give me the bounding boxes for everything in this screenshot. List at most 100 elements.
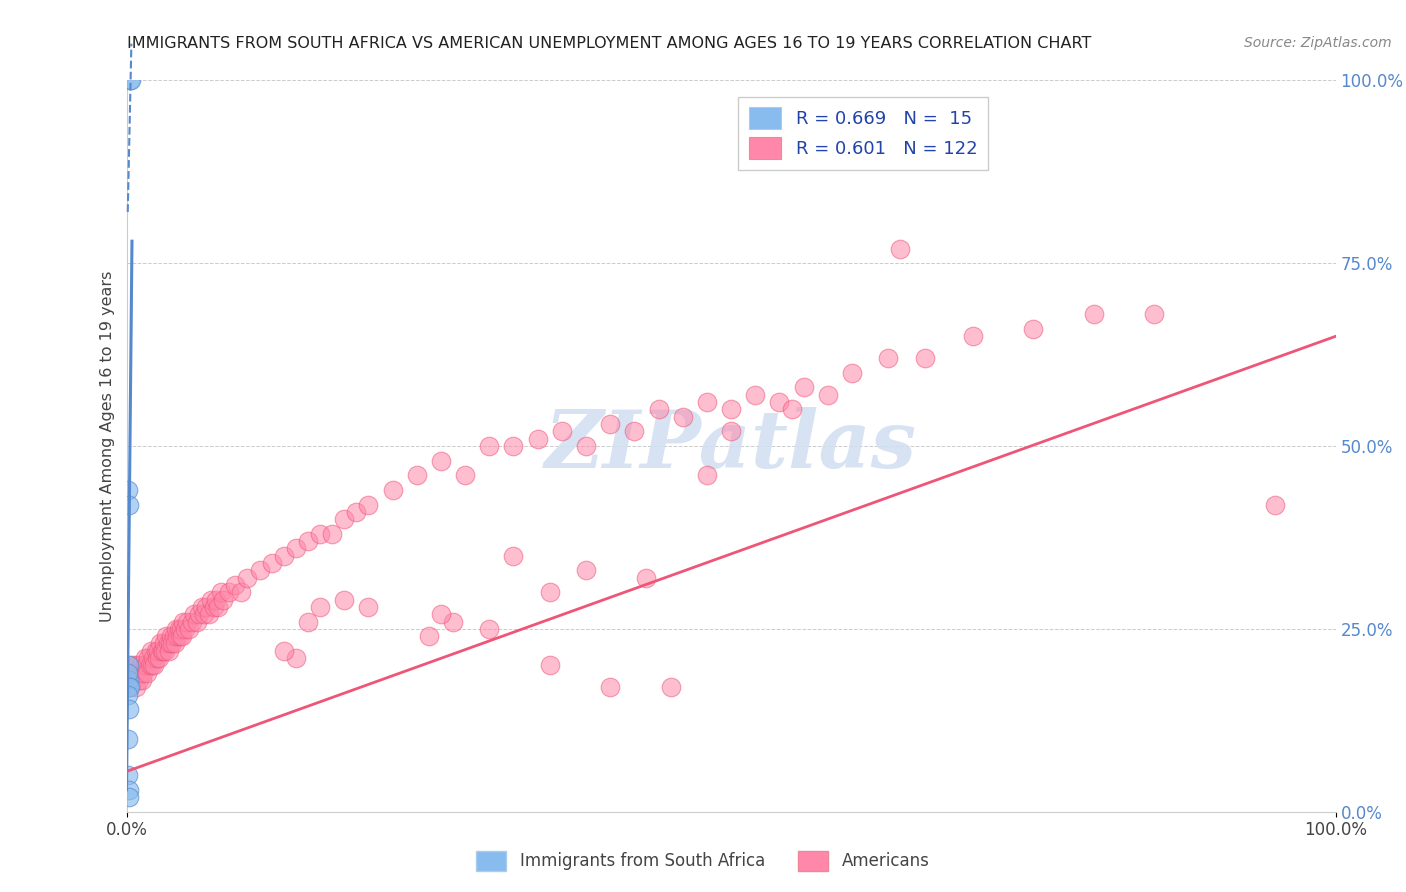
Point (163, 636, 186, 650)
Point (155, 629, 177, 643)
Point (720, 425, 742, 439)
Point (249, 563, 271, 577)
Point (120, 73, 142, 87)
Point (121, 658, 143, 673)
Point (284, 651, 307, 665)
Point (125, 681, 148, 695)
Point (599, 417, 621, 431)
Point (357, 498, 380, 512)
Point (659, 681, 682, 695)
Point (381, 483, 404, 497)
Point (502, 549, 524, 563)
Point (418, 629, 440, 643)
Point (152, 644, 174, 658)
Point (139, 644, 162, 658)
Legend: R = 0.669   N =  15, R = 0.601   N = 122: R = 0.669 N = 15, R = 0.601 N = 122 (738, 96, 988, 169)
Point (454, 468, 477, 483)
Point (186, 615, 208, 629)
Point (193, 607, 215, 622)
Point (118, 681, 141, 695)
Point (202, 599, 225, 614)
Y-axis label: Unemployment Among Ages 16 to 19 years: Unemployment Among Ages 16 to 19 years (100, 270, 115, 622)
Point (526, 432, 548, 446)
Point (309, 526, 332, 541)
Text: Source: ZipAtlas.com: Source: ZipAtlas.com (1244, 36, 1392, 50)
Point (128, 673, 150, 687)
Point (134, 651, 156, 665)
Point (142, 651, 165, 665)
Point (136, 651, 159, 665)
Point (118, 673, 141, 687)
Point (297, 615, 319, 629)
Point (173, 622, 195, 636)
Point (672, 409, 695, 424)
Point (117, 483, 139, 497)
Point (122, 673, 145, 687)
Point (200, 592, 222, 607)
Point (132, 665, 155, 680)
Point (273, 549, 295, 563)
Point (127, 658, 149, 673)
Point (623, 425, 645, 439)
Point (120, 73, 142, 87)
Point (141, 658, 163, 673)
Point (131, 673, 153, 687)
Point (793, 380, 815, 394)
Point (212, 592, 235, 607)
Point (124, 665, 146, 680)
Point (575, 563, 598, 577)
Point (117, 688, 139, 702)
Point (209, 585, 232, 599)
Point (538, 658, 561, 673)
Point (118, 790, 141, 805)
Point (636, 571, 658, 585)
Point (768, 395, 790, 409)
Point (236, 571, 259, 585)
Point (224, 578, 246, 592)
Point (117, 665, 139, 680)
Point (344, 505, 367, 519)
Point (117, 731, 139, 746)
Point (1022, 322, 1045, 336)
Point (599, 681, 621, 695)
Point (120, 681, 142, 695)
Point (118, 702, 141, 716)
Point (155, 644, 177, 658)
Point (135, 658, 157, 673)
Point (478, 439, 501, 453)
Point (129, 658, 152, 673)
Point (176, 615, 198, 629)
Point (128, 665, 150, 680)
Point (357, 599, 380, 614)
Point (172, 615, 194, 629)
Point (889, 242, 911, 256)
Point (780, 402, 803, 417)
Point (157, 644, 180, 658)
Point (309, 599, 332, 614)
Point (551, 425, 574, 439)
Point (914, 351, 936, 366)
Point (962, 329, 984, 343)
Point (696, 395, 718, 409)
Point (1264, 498, 1286, 512)
Point (231, 585, 253, 599)
Point (153, 636, 176, 650)
Point (172, 629, 194, 643)
Point (118, 498, 141, 512)
Point (180, 615, 202, 629)
Point (160, 629, 183, 643)
Point (877, 351, 900, 366)
Point (841, 366, 863, 380)
Point (146, 644, 169, 658)
Point (430, 607, 453, 622)
Point (162, 636, 184, 650)
Point (405, 468, 427, 483)
Point (169, 629, 191, 643)
Legend: Immigrants from South Africa, Americans: Immigrants from South Africa, Americans (468, 842, 938, 880)
Point (118, 782, 141, 797)
Point (146, 651, 169, 665)
Point (1143, 307, 1166, 321)
Point (502, 439, 524, 453)
Point (179, 622, 201, 636)
Point (696, 468, 718, 483)
